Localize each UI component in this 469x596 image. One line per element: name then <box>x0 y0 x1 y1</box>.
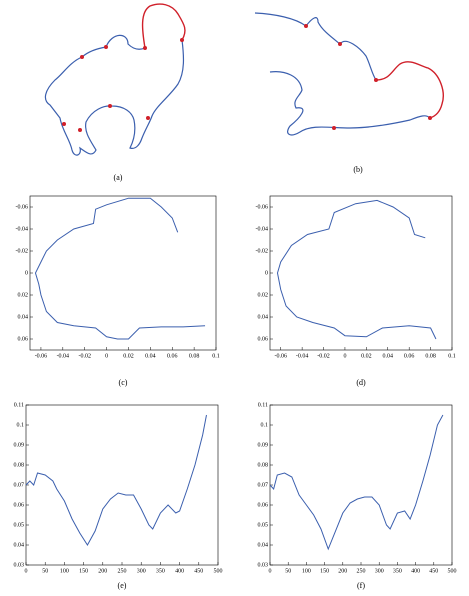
data-line <box>269 414 444 551</box>
y-tick-label: 0.07 <box>258 482 269 488</box>
y-tick-label: 0.08 <box>258 462 269 468</box>
x-tick-label: 200 <box>98 568 107 574</box>
contour <box>254 12 377 81</box>
contour-highlight <box>141 3 186 49</box>
x-tick-label: -0.02 <box>78 353 91 359</box>
y-tick-label: 0.02 <box>18 292 29 298</box>
x-tick-label: -0.04 <box>57 353 70 359</box>
x-tick-label: 450 <box>429 568 438 574</box>
y-tick-label: 0.09 <box>258 442 269 448</box>
data-line <box>276 199 437 340</box>
y-tick-label: 0 <box>25 270 28 276</box>
y-tick-label: 0.09 <box>14 442 25 448</box>
x-tick-label: 200 <box>338 568 347 574</box>
x-tick-label: 50 <box>42 568 48 574</box>
x-tick-label: 400 <box>411 568 420 574</box>
x-tick-label: 400 <box>175 568 184 574</box>
caption: (b) <box>353 165 363 174</box>
x-tick-label: 0.08 <box>425 353 436 359</box>
x-tick-label: 50 <box>285 568 291 574</box>
y-tick-label: 0.11 <box>14 402 24 408</box>
y-tick-label: 0.04 <box>258 314 269 320</box>
x-tick-label: 100 <box>60 568 69 574</box>
caption: (a) <box>114 173 123 182</box>
y-tick-label: -0.04 <box>16 226 29 232</box>
caption: (d) <box>356 378 366 387</box>
caption: (e) <box>118 581 127 590</box>
x-tick-label: -0.06 <box>35 353 48 359</box>
y-tick-label: 0.07 <box>14 482 25 488</box>
y-tick-label: 0.03 <box>258 562 269 568</box>
contour-highlight <box>375 61 444 119</box>
x-tick-label: 300 <box>137 568 146 574</box>
x-tick-label: 100 <box>302 568 311 574</box>
x-tick-label: 0.06 <box>404 353 415 359</box>
x-tick-label: 0.08 <box>189 353 200 359</box>
x-tick-label: 0.1 <box>448 353 456 359</box>
x-tick-label: 150 <box>320 568 329 574</box>
x-tick-label: 0 <box>343 353 346 359</box>
x-tick-label: 0 <box>25 568 28 574</box>
y-tick-label: 0.08 <box>14 462 25 468</box>
y-tick-label: 0 <box>265 270 268 276</box>
y-tick-label: 0.11 <box>258 402 268 408</box>
y-tick-label: 0.06 <box>18 336 29 342</box>
contour <box>269 71 431 136</box>
x-tick-label: 0 <box>105 353 108 359</box>
x-tick-label: 250 <box>357 568 366 574</box>
y-tick-label: -0.02 <box>16 248 29 254</box>
contour <box>81 34 146 58</box>
y-tick-label: 0.02 <box>258 292 269 298</box>
x-tick-label: 150 <box>79 568 88 574</box>
x-tick-label: -0.06 <box>274 353 287 359</box>
x-tick-label: -0.04 <box>296 353 309 359</box>
key-points <box>304 24 432 130</box>
y-tick-label: -0.06 <box>256 204 269 210</box>
x-tick-label: 350 <box>393 568 402 574</box>
y-tick-label: -0.02 <box>256 248 269 254</box>
x-tick-label: 350 <box>156 568 165 574</box>
y-tick-label: 0.04 <box>258 542 269 548</box>
x-tick-label: 0.06 <box>167 353 178 359</box>
x-tick-label: 0.02 <box>361 353 372 359</box>
y-tick-label: -0.06 <box>16 204 29 210</box>
y-tick-label: 0.04 <box>14 542 25 548</box>
y-tick-label: 0.06 <box>258 336 269 342</box>
plot-frame <box>269 404 453 566</box>
contour <box>44 39 185 156</box>
y-tick-label: 0.05 <box>14 522 25 528</box>
x-tick-label: 0.04 <box>383 353 394 359</box>
x-tick-label: 0.1 <box>212 353 220 359</box>
x-tick-label: 0.04 <box>145 353 156 359</box>
y-tick-label: 0.05 <box>258 522 269 528</box>
y-tick-label: 0.03 <box>14 562 25 568</box>
data-line <box>34 197 206 340</box>
x-tick-label: 0 <box>269 568 272 574</box>
x-tick-label: 500 <box>214 568 223 574</box>
y-tick-label: -0.04 <box>256 226 269 232</box>
y-tick-label: 0.04 <box>18 314 29 320</box>
x-tick-label: 450 <box>194 568 203 574</box>
x-tick-label: 0.02 <box>123 353 134 359</box>
camel-a <box>44 3 186 156</box>
x-tick-label: 250 <box>118 568 127 574</box>
y-tick-label: 0.1 <box>261 422 269 428</box>
caption: (c) <box>119 378 128 387</box>
caption: (f) <box>357 581 365 590</box>
data-line <box>25 414 207 546</box>
x-tick-label: 300 <box>375 568 384 574</box>
y-tick-label: 0.06 <box>258 502 269 508</box>
camel-b <box>254 12 444 136</box>
x-tick-label: -0.02 <box>317 353 330 359</box>
y-tick-label: 0.1 <box>17 422 25 428</box>
x-tick-label: 500 <box>448 568 457 574</box>
y-tick-label: 0.06 <box>14 502 25 508</box>
key-points <box>62 38 184 132</box>
